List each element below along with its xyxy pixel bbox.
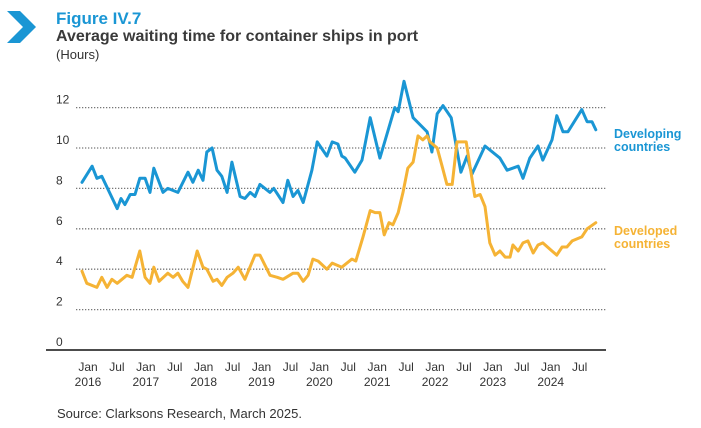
x-tick-label: Jan	[252, 360, 271, 374]
chart-title: Average waiting time for container ships…	[56, 28, 419, 45]
series-line-developed	[80, 134, 598, 289]
y-tick-label: 0	[56, 335, 63, 349]
x-tick-label: Jul	[456, 360, 471, 374]
x-tick-label: Jul	[398, 360, 413, 374]
figure-label: Figure IV.7	[56, 9, 142, 28]
x-tick-year-label: 2023	[480, 375, 507, 389]
x-tick-label: Jul	[341, 360, 356, 374]
y-tick-label: 2	[56, 295, 63, 309]
unit-label: (Hours)	[56, 47, 100, 62]
x-tick-year-label: 2020	[306, 375, 333, 389]
legend-label-line: countries	[614, 140, 671, 154]
series-line-developing	[80, 79, 598, 211]
legend-label-line: Developed	[614, 224, 678, 238]
x-tick-label: Jan	[194, 360, 213, 374]
x-tick-label: Jul	[514, 360, 529, 374]
x-tick-label: Jul	[283, 360, 298, 374]
x-tick-year-label: 2024	[537, 375, 564, 389]
x-tick-year-label: 2021	[364, 375, 391, 389]
y-tick-label: 10	[56, 133, 70, 147]
x-tick-label: Jan	[136, 360, 155, 374]
x-tick-year-label: 2019	[248, 375, 275, 389]
legend-label-line: countries	[614, 237, 671, 251]
x-tick-label: Jan	[541, 360, 560, 374]
x-tick-label: Jan	[425, 360, 444, 374]
x-tick-label: Jul	[167, 360, 182, 374]
legend-label-line: Developing	[614, 127, 682, 141]
legend-developed: Developed countries	[614, 225, 694, 251]
x-tick-label: Jan	[368, 360, 387, 374]
x-tick-label: Jul	[225, 360, 240, 374]
x-tick-year-label: 2017	[132, 375, 159, 389]
source-note: Source: Clarksons Research, March 2025.	[57, 406, 302, 421]
x-tick-label: Jul	[109, 360, 124, 374]
x-tick-year-label: 2016	[75, 375, 102, 389]
legend-developing: Developing countries	[614, 128, 694, 154]
x-tick-label: Jan	[310, 360, 329, 374]
x-tick-label: Jan	[483, 360, 502, 374]
y-tick-label: 4	[56, 254, 63, 268]
chevron-logo-icon	[7, 11, 36, 43]
x-tick-label: Jul	[572, 360, 587, 374]
y-tick-label: 8	[56, 173, 63, 187]
x-tick-year-label: 2018	[190, 375, 217, 389]
x-tick-year-label: 2022	[422, 375, 449, 389]
y-tick-label: 6	[56, 214, 63, 228]
x-tick-label: Jan	[78, 360, 97, 374]
y-tick-label: 12	[56, 93, 70, 107]
